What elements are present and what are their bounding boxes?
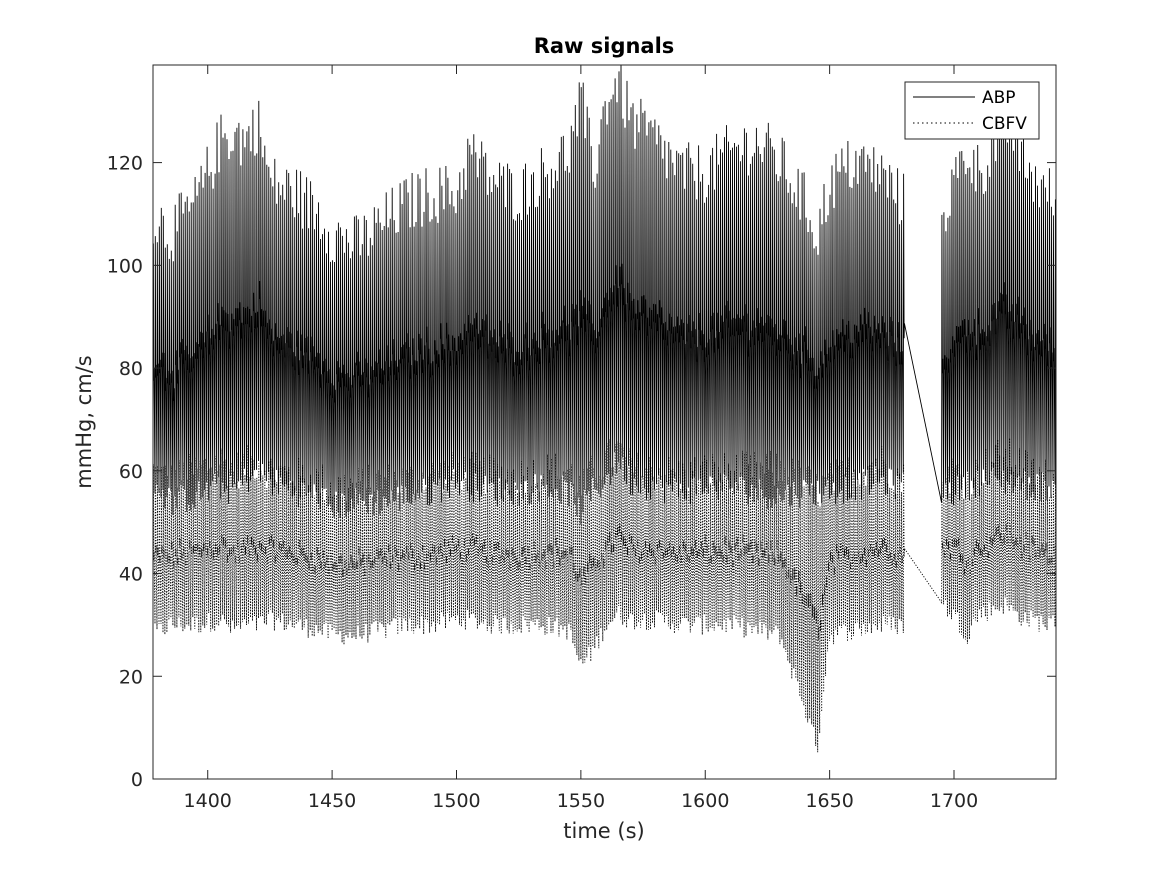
y-axis-label: mmHg, cm/s (72, 355, 96, 488)
legend: ABP CBFV (904, 81, 1040, 140)
y-tick-label: 20 (119, 666, 143, 688)
x-axis-label: time (s) (563, 819, 644, 843)
y-tick-label: 0 (131, 769, 143, 791)
ticks-layer: 1400 1450 1500 1550 1600 1650 1700 0 20 40 60 80 100… (107, 65, 1056, 812)
legend-abp-label: ABP (982, 88, 1016, 108)
series-layer (153, 65, 1056, 753)
x-tick-label: 1450 (308, 790, 356, 812)
series-line-cbfv (153, 437, 1056, 753)
x-tick-label: 1650 (805, 790, 853, 812)
x-tick-label: 1700 (930, 790, 978, 812)
y-tick-label: 80 (119, 358, 143, 380)
y-tick-label: 40 (119, 564, 143, 586)
legend-box (904, 81, 1040, 140)
legend-cbfv-label: CBFV (982, 114, 1027, 134)
y-tick-label: 120 (107, 153, 143, 175)
y-tick-label: 100 (107, 255, 143, 277)
x-tick-label: 1550 (557, 790, 605, 812)
x-tick-label: 1400 (184, 790, 232, 812)
x-tick-label: 1600 (681, 790, 729, 812)
y-tick-label: 60 (119, 461, 143, 483)
series-line-abp (153, 65, 1056, 525)
chart-title: Raw signals (534, 34, 675, 58)
x-tick-label: 1500 (432, 790, 480, 812)
axes-box (152, 64, 1057, 780)
